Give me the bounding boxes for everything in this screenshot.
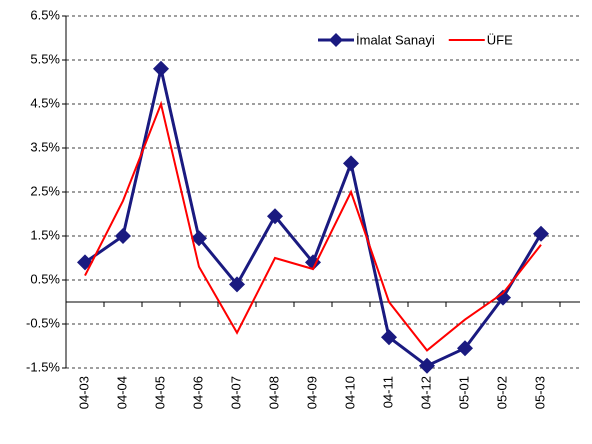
y-tick-label: 0.5% — [30, 271, 60, 286]
x-tick-label: 05-01 — [456, 376, 471, 409]
x-tick-label: 04-12 — [418, 376, 433, 409]
x-tick-label: 04-08 — [266, 376, 281, 409]
x-tick-label: 04-11 — [380, 376, 395, 408]
y-tick-label: 6.5% — [30, 7, 60, 22]
marker — [305, 254, 321, 271]
marker — [495, 289, 511, 306]
marker — [457, 340, 473, 357]
x-tick-label: 05-03 — [532, 376, 547, 409]
y-tick-label: 2.5% — [30, 183, 60, 198]
y-tick-label: 4.5% — [30, 95, 60, 110]
marker — [229, 276, 245, 293]
x-tick-label: 04-04 — [114, 376, 129, 409]
x-tick-label: 04-05 — [152, 376, 167, 409]
x-tick-label: 04-09 — [304, 376, 319, 409]
x-tick-label: 04-07 — [228, 376, 243, 409]
y-tick-label: 1.5% — [30, 227, 60, 242]
line-series — [84, 100, 542, 352]
y-tick-label: 5.5% — [30, 51, 60, 66]
y-tick-label: -1.5% — [26, 359, 60, 374]
legend-label: İmalat Sanayi — [356, 32, 435, 47]
marker — [343, 155, 359, 172]
marker — [191, 230, 207, 247]
x-tick-label: 04-10 — [342, 376, 357, 409]
line-series — [84, 68, 543, 368]
x-tick-label: 04-06 — [190, 376, 205, 409]
y-tick-label: 3.5% — [30, 139, 60, 154]
marker — [115, 228, 131, 244]
y-tick-label: -0.5% — [26, 315, 60, 330]
legend-label: ÜFE — [487, 32, 513, 47]
x-tick-label: 04-03 — [76, 376, 91, 409]
marker — [267, 208, 283, 225]
marker — [381, 329, 397, 346]
marker — [533, 225, 549, 242]
marker — [419, 357, 435, 374]
marker — [153, 60, 169, 77]
x-tick-label: 05-02 — [494, 376, 509, 409]
legend-marker — [329, 33, 343, 47]
